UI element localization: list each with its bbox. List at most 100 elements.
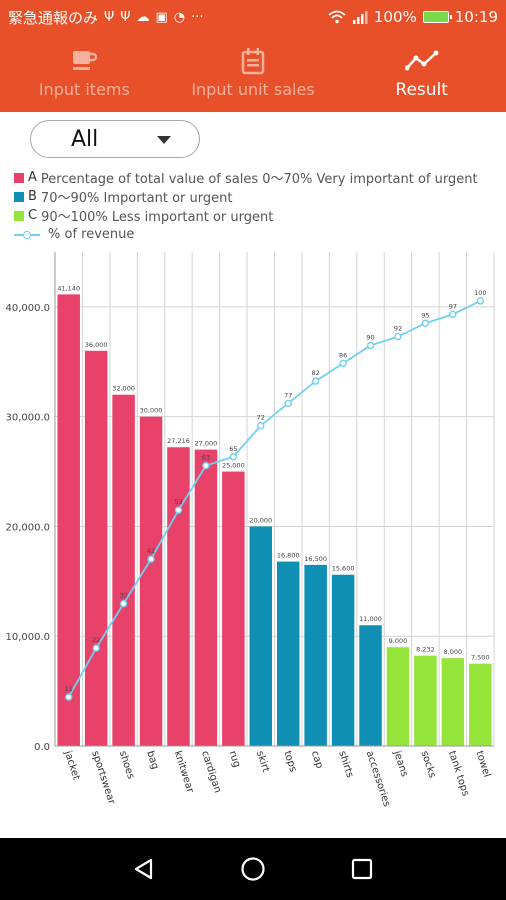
nav-recents-button[interactable]: [342, 849, 382, 889]
x-tick-label: shirts: [336, 750, 355, 780]
legend-swatch-a: [14, 172, 24, 183]
legend-text-c: 90～100% Less important or urgent: [41, 210, 274, 225]
x-tick-label: tops: [281, 750, 298, 774]
status-bar: 緊急通報のみ Ψ Ψ ☁ ▣ ◔ ··· 100% 10:19: [0, 0, 506, 34]
revenue-percent-point: [65, 693, 73, 701]
bar-skirt: [249, 526, 273, 746]
x-tick-label: towel: [473, 750, 492, 779]
revenue-percent-label: 90: [366, 334, 374, 342]
revenue-percent-point: [92, 644, 100, 652]
bar-value-label: 32,000: [112, 385, 135, 393]
revenue-percent-label: 97: [449, 302, 457, 310]
bar-value-label: 27,000: [195, 440, 218, 448]
y-tick-label: 40,000.0: [5, 303, 50, 314]
revenue-percent-label: 72: [257, 414, 265, 422]
revenue-percent-point: [366, 341, 375, 350]
filter-value: All: [71, 126, 99, 152]
revenue-percent-label: 32: [119, 592, 127, 600]
chart-legend: A Percentage of total value of sales 0～7…: [14, 168, 478, 244]
x-tick-label: jacket: [62, 749, 82, 782]
revenue-percent-label: 63: [202, 454, 210, 462]
bar-value-label: 15,600: [332, 565, 355, 573]
revenue-percent-point: [257, 421, 265, 430]
revenue-percent-label: 100: [474, 289, 486, 297]
x-tick-label: bag: [144, 750, 160, 771]
legend-swatch-c: [14, 210, 24, 221]
x-tick-label: cardigan: [199, 750, 223, 795]
revenue-percent-point: [476, 297, 484, 305]
bar-value-label: 7,500: [471, 654, 490, 662]
photo-icon: ▣: [155, 9, 168, 25]
revenue-percent-line: [67, 300, 481, 698]
revenue-percent-label: 11: [65, 685, 73, 693]
legend-letter-b: B: [28, 189, 37, 204]
bar-value-label: 27,216: [167, 437, 190, 445]
result-panel: All A Percentage of total value of sales…: [0, 112, 506, 838]
battery-percent: 100%: [373, 8, 417, 26]
x-tick-label: socks: [419, 750, 438, 780]
tab-result[interactable]: Result: [337, 34, 506, 112]
caret-down-icon: [157, 136, 171, 144]
bar-cardigan: [194, 449, 218, 746]
legend-item-c: C 90～100% Less important or urgent: [14, 206, 478, 225]
revenue-percent-point: [119, 599, 128, 608]
cloud-icon: ☁: [136, 9, 150, 25]
revenue-percent-point: [339, 359, 347, 368]
revenue-percent-point: [394, 332, 402, 341]
revenue-percent-label: 42: [147, 547, 155, 555]
revenue-percent-point: [174, 506, 183, 514]
bar-value-label: 20,000: [249, 516, 272, 524]
bar-rug: [222, 471, 245, 746]
bar-shirts: [331, 574, 355, 746]
legend-letter-a: A: [28, 170, 37, 185]
x-tick-label: jeans: [391, 749, 410, 779]
x-tick-label: skirt: [254, 750, 271, 774]
bar-accessories: [359, 625, 382, 746]
bar-towel: [469, 663, 492, 746]
tab-input-items-label: Input items: [38, 80, 130, 99]
clock-icon: ◔: [173, 9, 186, 25]
legend-item-b: B 70～90% Important or urgent: [14, 187, 478, 206]
tab-input-unit-sales[interactable]: Input unit sales: [169, 34, 338, 112]
legend-text-a: Percentage of total value of sales 0～70%…: [40, 172, 478, 187]
calendar-icon: [240, 44, 266, 78]
status-right: 100% 10:19: [328, 8, 498, 26]
signal-icon: [352, 11, 368, 24]
tab-result-label: Result: [395, 80, 448, 100]
revenue-percent-label: 95: [421, 311, 429, 319]
revenue-percent-point: [147, 555, 155, 563]
status-left: 緊急通報のみ Ψ Ψ ☁ ▣ ◔ ···: [8, 7, 328, 28]
y-tick-label: 10,000.0: [5, 632, 50, 643]
tab-input-items[interactable]: Input items: [0, 34, 169, 112]
tab-input-unit-sales-label: Input unit sales: [191, 80, 315, 99]
pareto-chart: 0.0 10,000.0 20,000.0 30,000.0 40,000.0 41,14…: [5, 252, 495, 808]
bar-value-label: 8,000: [444, 648, 463, 656]
x-tick-label: shoes: [117, 750, 136, 781]
bar-cap: [304, 564, 327, 746]
bar-sportswear: [84, 350, 108, 746]
x-tick-label: cap: [309, 750, 325, 771]
usb-icon: Ψ: [104, 9, 115, 25]
revenue-percent-point: [202, 461, 210, 470]
bar-knitwear: [167, 447, 190, 746]
bar-value-label: 16,500: [304, 555, 327, 563]
x-tick-label: rug: [226, 750, 242, 769]
revenue-percent-point: [229, 453, 238, 461]
nav-back-button[interactable]: [124, 849, 164, 889]
wifi-icon: [328, 10, 346, 24]
nav-home-button[interactable]: [233, 849, 273, 889]
y-tick-label: 20,000.0: [5, 522, 50, 533]
legend-text-b: 70～90% Important or urgent: [40, 191, 233, 206]
cup-icon: [70, 44, 98, 78]
revenue-percent-label: 77: [284, 391, 292, 399]
x-tick-label: sportswear: [89, 750, 117, 807]
revenue-percent-label: 92: [394, 325, 402, 333]
revenue-percent-point: [311, 377, 320, 385]
revenue-percent-label: 86: [339, 351, 347, 359]
bar-value-label: 8,232: [416, 646, 435, 654]
back-triangle-icon: [135, 858, 153, 880]
bar-value-label: 36,000: [85, 341, 108, 349]
revenue-percent-label: 22: [92, 636, 100, 644]
y-tick-label: 0.0: [34, 742, 50, 753]
category-filter-dropdown[interactable]: All: [30, 120, 200, 158]
